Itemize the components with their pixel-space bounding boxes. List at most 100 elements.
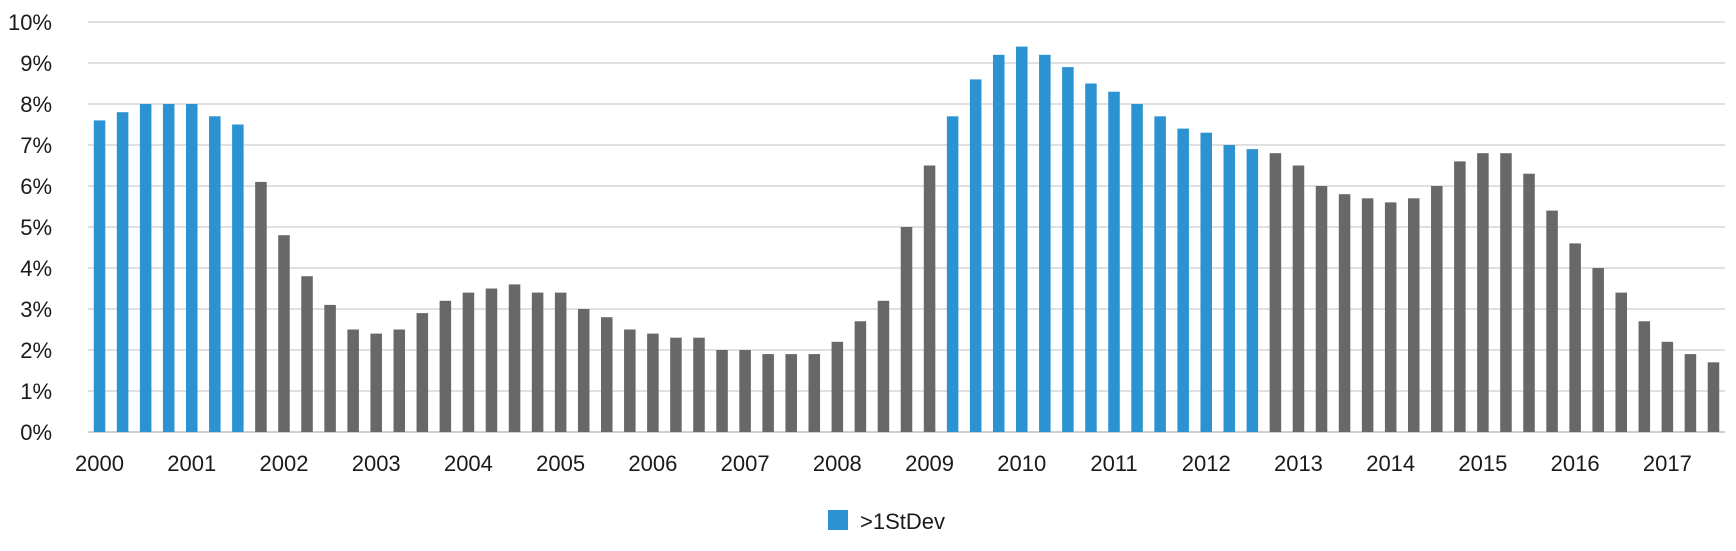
bar (1638, 321, 1651, 432)
bar (739, 350, 751, 432)
x-tick-label: 2009 (905, 451, 954, 476)
bar (531, 292, 544, 432)
bar (232, 124, 244, 432)
bar (877, 300, 890, 432)
bar (1592, 268, 1604, 432)
x-tick-label: 2003 (352, 451, 401, 476)
x-tick-label: 2014 (1366, 451, 1415, 476)
y-tick-label: 5% (20, 215, 52, 240)
bar (992, 54, 1005, 433)
bar (1569, 243, 1581, 432)
bar (1615, 292, 1628, 432)
x-tick-label: 2013 (1274, 451, 1323, 476)
bar (1062, 67, 1074, 432)
bar (1407, 198, 1420, 432)
y-tick-label: 0% (20, 420, 52, 445)
x-tick-label: 2010 (997, 451, 1046, 476)
bar (923, 165, 936, 432)
bar (508, 284, 521, 432)
legend-label: >1StDev (860, 509, 945, 534)
y-axis-ticks: 0% 1% 2% 3% 4% 5% 6% 7% 8% 9% 10% (8, 10, 52, 445)
bar (554, 292, 567, 432)
bar (1684, 354, 1697, 432)
y-tick-label: 6% (20, 174, 52, 199)
bar (1523, 173, 1535, 432)
bar (324, 304, 336, 432)
bar (347, 329, 359, 432)
bar (693, 337, 705, 432)
bars (93, 46, 1720, 433)
bar (716, 350, 728, 432)
bar (1384, 202, 1397, 432)
bar (1500, 153, 1512, 432)
bar (624, 329, 636, 432)
bar (854, 321, 867, 432)
bar (1292, 165, 1305, 432)
y-tick-label: 3% (20, 297, 52, 322)
bar (762, 354, 774, 432)
bar (439, 300, 452, 432)
bar (1154, 116, 1166, 433)
bar (946, 116, 959, 433)
bar (255, 181, 267, 432)
bar (1707, 362, 1720, 432)
bar (462, 292, 475, 432)
bar (1016, 46, 1028, 432)
bar (1454, 161, 1466, 432)
y-tick-label: 10% (8, 10, 52, 35)
x-tick-label: 2000 (75, 451, 124, 476)
bar (831, 341, 844, 432)
bar (1039, 54, 1051, 433)
bar (1361, 198, 1374, 432)
y-tick-label: 2% (20, 338, 52, 363)
x-tick-label: 2005 (536, 451, 585, 476)
y-tick-label: 9% (20, 51, 52, 76)
bar (1269, 153, 1282, 432)
bar (647, 333, 659, 432)
bar (185, 104, 198, 432)
bar (969, 79, 982, 433)
bar (808, 354, 821, 432)
bar (1661, 341, 1674, 432)
bar (1131, 104, 1143, 432)
bar (1546, 210, 1558, 432)
bar (1315, 186, 1328, 432)
bar (393, 329, 406, 432)
legend: >1StDev (828, 509, 945, 534)
legend-swatch (828, 510, 848, 530)
bar (601, 317, 613, 432)
bar (577, 309, 590, 432)
x-tick-label: 2016 (1551, 451, 1600, 476)
bar (900, 227, 913, 432)
bar (1200, 132, 1212, 432)
bar (485, 288, 498, 432)
x-tick-label: 2008 (813, 451, 862, 476)
bar (1477, 153, 1489, 432)
y-tick-label: 1% (20, 379, 52, 404)
bar (670, 337, 682, 432)
bar (1223, 145, 1236, 432)
x-tick-label: 2012 (1182, 451, 1231, 476)
bar (416, 313, 429, 432)
bar (1177, 128, 1189, 432)
bar (278, 235, 290, 432)
bar (116, 112, 129, 432)
bar (370, 333, 382, 432)
bar (1431, 186, 1443, 432)
y-tick-label: 8% (20, 92, 52, 117)
bar (209, 116, 221, 433)
x-tick-label: 2015 (1458, 451, 1507, 476)
bar (93, 120, 106, 433)
y-tick-label: 7% (20, 133, 52, 158)
bar (301, 276, 313, 432)
bar (139, 104, 152, 432)
x-tick-label: 2001 (167, 451, 216, 476)
x-tick-label: 2007 (721, 451, 770, 476)
x-tick-label: 2017 (1643, 451, 1692, 476)
bar (785, 354, 797, 432)
bar (1085, 83, 1097, 432)
x-tick-label: 2011 (1090, 451, 1137, 476)
x-tick-label: 2002 (260, 451, 309, 476)
x-tick-label: 2006 (628, 451, 677, 476)
